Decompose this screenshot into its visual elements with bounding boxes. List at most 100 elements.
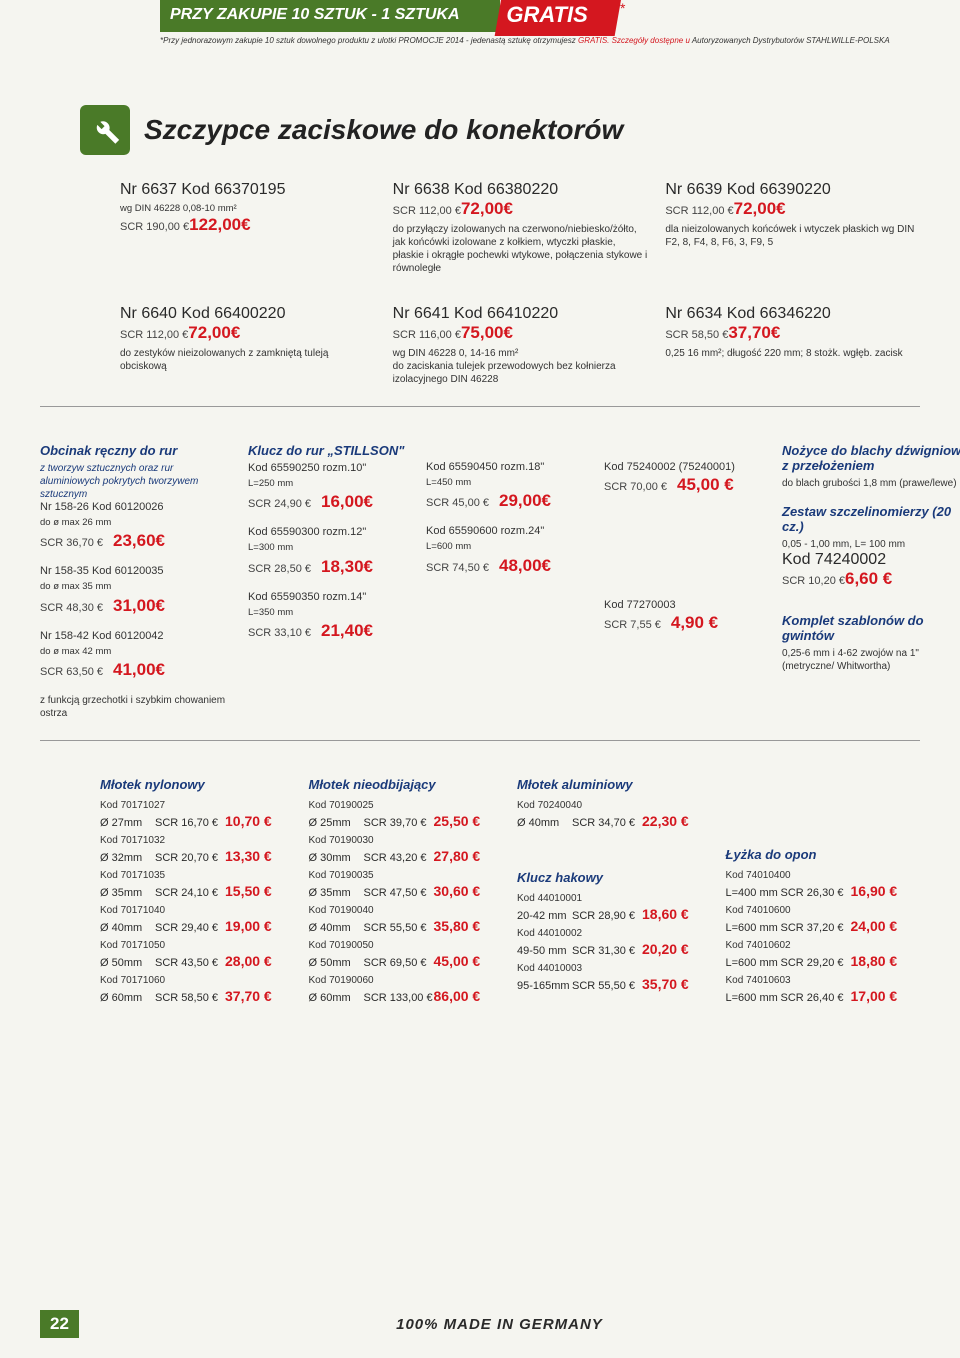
product-6639: Nr 6639 Kod 66390220 SCR 112,00 €72,00€ … — [665, 181, 920, 275]
promo-price: 45,00 € — [434, 953, 481, 969]
table-row: 95-165mmSCR 55,50 €35,70 € — [517, 976, 712, 992]
product-code: Kod 75240002 (75240001) — [604, 461, 764, 473]
diameter: Ø 50mm — [100, 957, 155, 969]
scr-price: SCR 24,10 € — [155, 887, 225, 899]
hammers-section: Młotek nylonowy Kod 70171027Ø 27mmSCR 16… — [0, 747, 960, 1015]
promo-price: 72,00€ — [188, 323, 240, 342]
product-6638: Nr 6638 Kod 66380220 SCR 112,00 €72,00€ … — [393, 181, 648, 275]
product-desc: dla nieizolowanych końcówek i wtyczek pł… — [665, 223, 920, 249]
list-item: Nr 158-26 Kod 60120026do ø max 26 mmSCR … — [40, 501, 230, 551]
diameter: 95-165mm — [517, 980, 572, 992]
scr-price: SCR 28,50 € — [248, 563, 311, 575]
scr-price: SCR 43,50 € — [155, 957, 225, 969]
table-row: Ø 25mmSCR 39,70 €25,50 € — [309, 813, 504, 829]
promo-price: 37,70€ — [728, 323, 780, 342]
diameter: L=600 mm — [726, 922, 781, 934]
scr-price: SCR 26,40 € — [781, 992, 851, 1004]
product-code: Nr 158-35 Kod 60120035 — [40, 565, 230, 577]
promo-price: 122,00€ — [189, 215, 250, 234]
promo-price: 35,80 € — [434, 918, 481, 934]
product-code: Kod 44010003 — [517, 963, 712, 974]
section-heading: Młotek nieodbijający — [309, 777, 504, 792]
section-heading: Łyżka do opon — [726, 847, 921, 862]
diameter: L=600 mm — [726, 992, 781, 1004]
product-code: Kod 65590450 rozm.18" — [426, 461, 586, 473]
product-code: Kod 70190060 — [309, 975, 504, 986]
product-code: Kod 65590600 rozm.24" — [426, 525, 586, 537]
product-code: Nr 6638 Kod 66380220 — [393, 181, 648, 199]
product-desc: 0,25 16 mm²; długość 220 mm; 8 stożk. wg… — [665, 347, 920, 360]
scr-price: SCR 48,30 € — [40, 602, 103, 614]
scr-price: SCR 10,20 € — [782, 575, 845, 587]
diameter: 20-42 mm — [517, 910, 572, 922]
product-desc: do zestyków nieizolowanych z zamkniętą t… — [120, 347, 375, 373]
promo-price: 48,00€ — [499, 556, 551, 576]
promo-price: 16,90 € — [851, 883, 898, 899]
promo-price: 4,90 € — [671, 613, 718, 633]
table-row: Ø 40mmSCR 55,50 €35,80 € — [309, 918, 504, 934]
promo-bar: PRZY ZAKUPIE 10 SZTUK - 1 SZTUKA GRATIS … — [0, 0, 960, 70]
promo-price: 6,60 € — [845, 569, 892, 588]
list-item: Kod 65590450 rozm.18"L=450 mmSCR 45,00 €… — [426, 461, 586, 511]
section-heading: Komplet szablonów do gwintów — [782, 613, 960, 643]
product-code: Kod 70171027 — [100, 800, 295, 811]
promo-price: 22,30 € — [642, 813, 689, 829]
section-header: Szczypce zaciskowe do konektorów — [80, 105, 960, 155]
scr-price: SCR 70,00 € — [604, 481, 667, 493]
made-in-germany: 100% MADE IN GERMANY — [79, 1316, 920, 1333]
table-row: Ø 50mmSCR 43,50 €28,00 € — [100, 953, 295, 969]
scr-price: SCR 24,90 € — [248, 498, 311, 510]
promo-price: 18,30€ — [321, 557, 373, 577]
product-code: Kod 65590300 rozm.12" — [248, 526, 408, 538]
scr-price: SCR 31,30 € — [572, 945, 642, 957]
table-row: 49-50 mmSCR 31,30 €20,20 € — [517, 941, 712, 957]
diameter: Ø 60mm — [100, 992, 155, 1004]
promo-price: 28,00 € — [225, 953, 272, 969]
stillson-right: Kod 65590450 rozm.18"L=450 mmSCR 45,00 €… — [426, 443, 586, 720]
diameter: Ø 40mm — [309, 922, 364, 934]
promo-price: 86,00 € — [434, 988, 481, 1004]
product-code: Nr 6639 Kod 66390220 — [665, 181, 920, 199]
section-title: Szczypce zaciskowe do konektorów — [144, 114, 623, 146]
diameter: Ø 60mm — [309, 992, 364, 1004]
product-code: Kod 70171035 — [100, 870, 295, 881]
product-code: Kod 70171032 — [100, 835, 295, 846]
diameter: Ø 25mm — [309, 817, 364, 829]
scr-price: SCR 63,50 € — [40, 666, 103, 678]
product-code: Nr 6640 Kod 66400220 — [120, 305, 375, 323]
scr-price: SCR 47,50 € — [364, 887, 434, 899]
promo-price: 20,20 € — [642, 941, 689, 957]
scr-price: SCR 37,20 € — [781, 922, 851, 934]
table-row: Ø 50mmSCR 69,50 €45,00 € — [309, 953, 504, 969]
list-item: Kod 65590350 rozm.14"L=350 mmSCR 33,10 €… — [248, 591, 408, 641]
product-6640: Nr 6640 Kod 66400220 SCR 112,00 €72,00€ … — [120, 305, 375, 386]
product-6641: Nr 6641 Kod 66410220 SCR 116,00 €75,00€ … — [393, 305, 648, 386]
size: L=600 mm — [426, 541, 586, 553]
product-code: Kod 77270003 — [604, 599, 764, 611]
separator — [40, 406, 920, 407]
scr-price: SCR 16,70 € — [155, 817, 225, 829]
diameter: Ø 30mm — [309, 852, 364, 864]
promo-price: 75,00€ — [461, 323, 513, 342]
product-code: Nr 158-42 Kod 60120042 — [40, 630, 230, 642]
diameter: L=600 mm — [726, 957, 781, 969]
promo-price: 27,80 € — [434, 848, 481, 864]
product-sub: wg DIN 46228 0,08-10 mm² — [120, 203, 375, 215]
product-code: Nr 6634 Kod 66346220 — [665, 305, 920, 323]
product-code: Kod 74010603 — [726, 975, 921, 986]
diameter: Ø 32mm — [100, 852, 155, 864]
size: L=300 mm — [248, 542, 408, 554]
product-code: Kod 70190030 — [309, 835, 504, 846]
product-code: Nr 158-26 Kod 60120026 — [40, 501, 230, 513]
product-row-3: Obcinak ręczny do rur z tworzyw sztuczny… — [0, 413, 960, 734]
promo-red: GRATIS — [495, 0, 622, 36]
scr-price: SCR 112,00 € — [665, 205, 733, 217]
product-code: Kod 70240040 — [517, 800, 712, 811]
promo-price: 15,50 € — [225, 883, 272, 899]
promo-price: 41,00€ — [113, 660, 165, 680]
scr-price: SCR 112,00 € — [120, 329, 188, 341]
promo-price: 10,70 € — [225, 813, 272, 829]
note: z funkcją grzechotki i szybkim chowaniem… — [40, 694, 230, 720]
size: L=250 mm — [248, 478, 408, 490]
scr-price: SCR 69,50 € — [364, 957, 434, 969]
